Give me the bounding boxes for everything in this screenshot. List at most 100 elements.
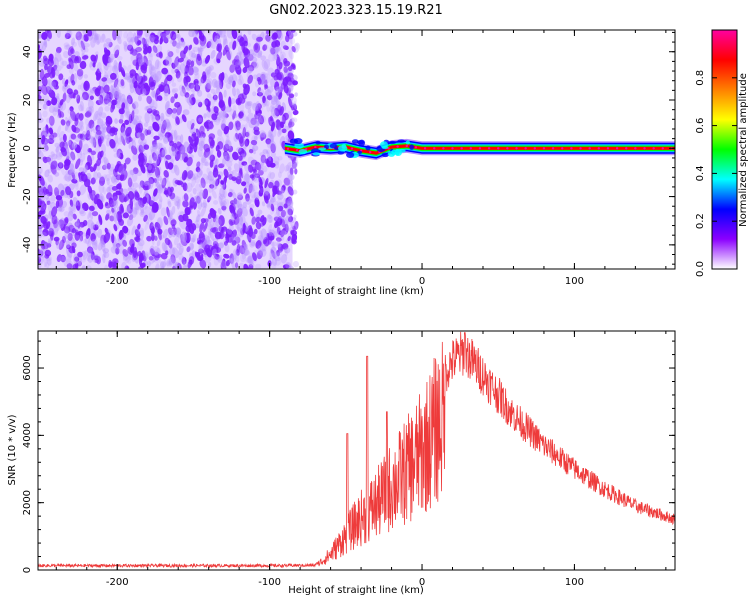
noise-blob (62, 235, 66, 244)
noise-blob (123, 162, 127, 171)
noise-blob (153, 235, 158, 241)
noise-blob (67, 169, 73, 175)
noise-blob (211, 78, 218, 89)
noise-blob (156, 67, 161, 76)
noise-blob (68, 206, 74, 217)
noise-blob (93, 34, 99, 41)
noise-blob (109, 199, 116, 207)
noise-blob (207, 212, 213, 220)
noise-blob (293, 102, 297, 109)
noise-blob (101, 77, 108, 82)
noise-blob (232, 86, 236, 97)
noise-blob (227, 192, 233, 198)
noise-blob (38, 175, 45, 186)
noise-blob (109, 138, 116, 149)
noise-blob (215, 178, 220, 187)
noise-blob (192, 233, 197, 243)
noise-blob (270, 121, 275, 132)
spectrogram-xlabel: Height of straight line (km) (288, 286, 424, 297)
noise-blob (225, 160, 233, 168)
noise-blob (41, 31, 48, 40)
noise-blob (194, 175, 201, 184)
noise-blob (90, 150, 97, 156)
noise-blob (258, 189, 264, 197)
noise-blob (238, 245, 246, 255)
noise-blob (48, 210, 54, 220)
noise-blob (132, 182, 139, 189)
noise-blob (45, 124, 49, 135)
noise-blob (260, 132, 266, 138)
signal-peak-dot (314, 145, 317, 149)
noise-blob (152, 121, 160, 132)
noise-blob (205, 66, 212, 75)
snr-ytick-label: 4000 (22, 423, 33, 448)
noise-blob (159, 149, 166, 161)
signal-blob (294, 142, 304, 149)
noise-blob (55, 152, 63, 161)
noise-blob (269, 140, 277, 152)
noise-blob (221, 111, 226, 120)
noise-blob (41, 84, 48, 96)
noise-blob (148, 154, 153, 165)
noise-blob (112, 65, 119, 76)
noise-blob (88, 205, 95, 212)
noise-blob (210, 72, 217, 79)
noise-blob (255, 216, 261, 223)
noise-blob (173, 164, 180, 176)
noise-blob (105, 134, 110, 140)
noise-blob (66, 140, 72, 146)
noise-blob (127, 204, 132, 211)
noise-blob (166, 107, 173, 115)
noise-blob (178, 245, 184, 256)
noise-blob (197, 196, 202, 204)
noise-blob (237, 194, 244, 201)
noise-blob (77, 201, 81, 207)
noise-blob (294, 168, 298, 175)
noise-blob (180, 37, 185, 43)
noise-blob (163, 93, 168, 102)
noise-blob (39, 167, 43, 174)
noise-blob (64, 32, 71, 40)
noise-blob (285, 30, 291, 37)
noise-blob (97, 114, 102, 124)
noise-blob (177, 32, 182, 43)
noise-blob (271, 241, 277, 247)
noise-blob (165, 108, 173, 117)
noise-blob (106, 186, 111, 193)
noise-blob (197, 46, 203, 58)
noise-blob (88, 105, 95, 113)
noise-blob (115, 190, 122, 196)
noise-blob (277, 205, 284, 212)
noise-blob (243, 162, 250, 173)
noise-blob (236, 222, 244, 232)
noise-blob (91, 135, 98, 143)
noise-blob (237, 147, 245, 156)
noise-blob (216, 30, 223, 36)
noise-blob (270, 47, 276, 55)
noise-blob (257, 169, 264, 176)
noise-blob (238, 103, 245, 111)
noise-blob (196, 169, 203, 178)
noise-blob (276, 243, 282, 248)
noise-blob (74, 94, 80, 100)
noise-blob (211, 113, 218, 121)
noise-blob (167, 199, 171, 205)
noise-blob (214, 247, 222, 254)
noise-blob (171, 231, 176, 238)
noise-blob (266, 232, 271, 241)
noise-blob (123, 42, 128, 52)
noise-blob (209, 159, 214, 168)
noise-blob (96, 68, 100, 79)
noise-blob (63, 161, 70, 171)
noise-blob (204, 161, 209, 167)
noise-blob (190, 237, 196, 243)
noise-blob (281, 128, 287, 134)
noise-blob (235, 175, 242, 185)
noise-blob (62, 92, 67, 102)
noise-blob (232, 254, 238, 260)
noise-blob (264, 89, 270, 100)
noise-blob (46, 117, 52, 124)
noise-blob (194, 31, 199, 39)
noise-blob (85, 227, 91, 240)
noise-blob (149, 114, 154, 121)
